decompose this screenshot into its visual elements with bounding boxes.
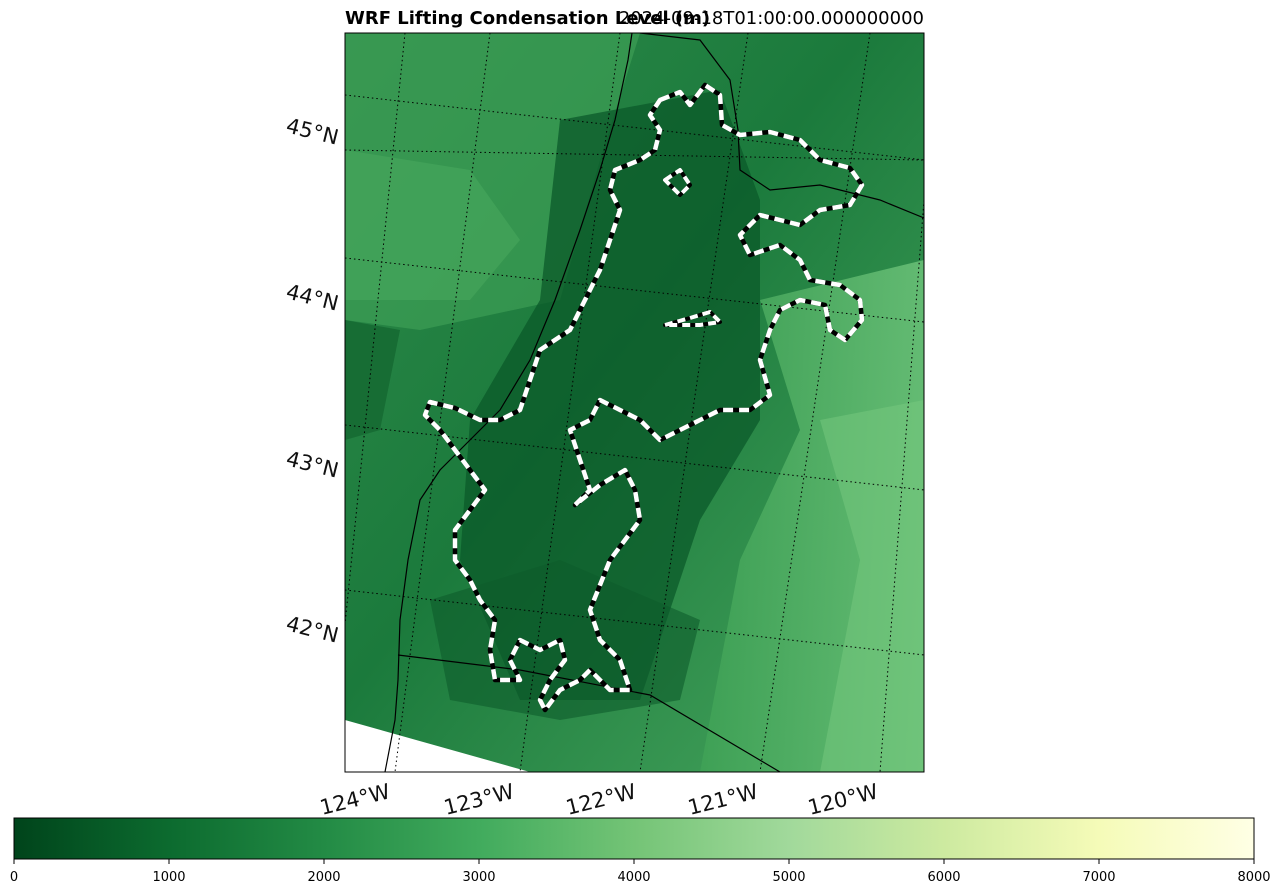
boundaries [384,33,924,772]
map-timestamp: 2024-09-18T01:00:00.000000000 [618,8,924,29]
lcl-field [345,33,924,772]
colorbar-tick-label: 6000 [927,870,960,885]
colorbar-tick-label: 3000 [462,870,495,885]
colorbar-tick-label: 7000 [1082,870,1115,885]
lon-label-120: 120°W [805,779,880,820]
colorbar-tick-label: 5000 [772,870,805,885]
lon-label-121: 121°W [685,779,760,820]
colorbar-tick-label: 4000 [617,870,650,885]
colorbar-gradient [13,817,1255,860]
lon-label-122: 122°W [563,779,638,820]
colorbar-tick-label: 8000 [1237,870,1270,885]
colorbar-tick-label: 1000 [152,870,185,885]
lat-label-44: 44°N [284,280,341,316]
lat-label-43: 43°N [284,447,341,483]
map-frame [344,32,925,773]
colorbar: 0 1000 2000 3000 4000 5000 6000 7000 8000 [10,817,1271,885]
map-title: WRF Lifting Condensation Level (m) [345,8,711,29]
lon-label-124: 124°W [317,779,392,820]
lat-label-42: 42°N [284,612,341,648]
lon-label-123: 123°W [441,779,516,820]
lat-label-45: 45°N [284,114,341,150]
colorbar-tick-label: 0 [10,870,18,885]
colorbar-tick-label: 2000 [307,870,340,885]
